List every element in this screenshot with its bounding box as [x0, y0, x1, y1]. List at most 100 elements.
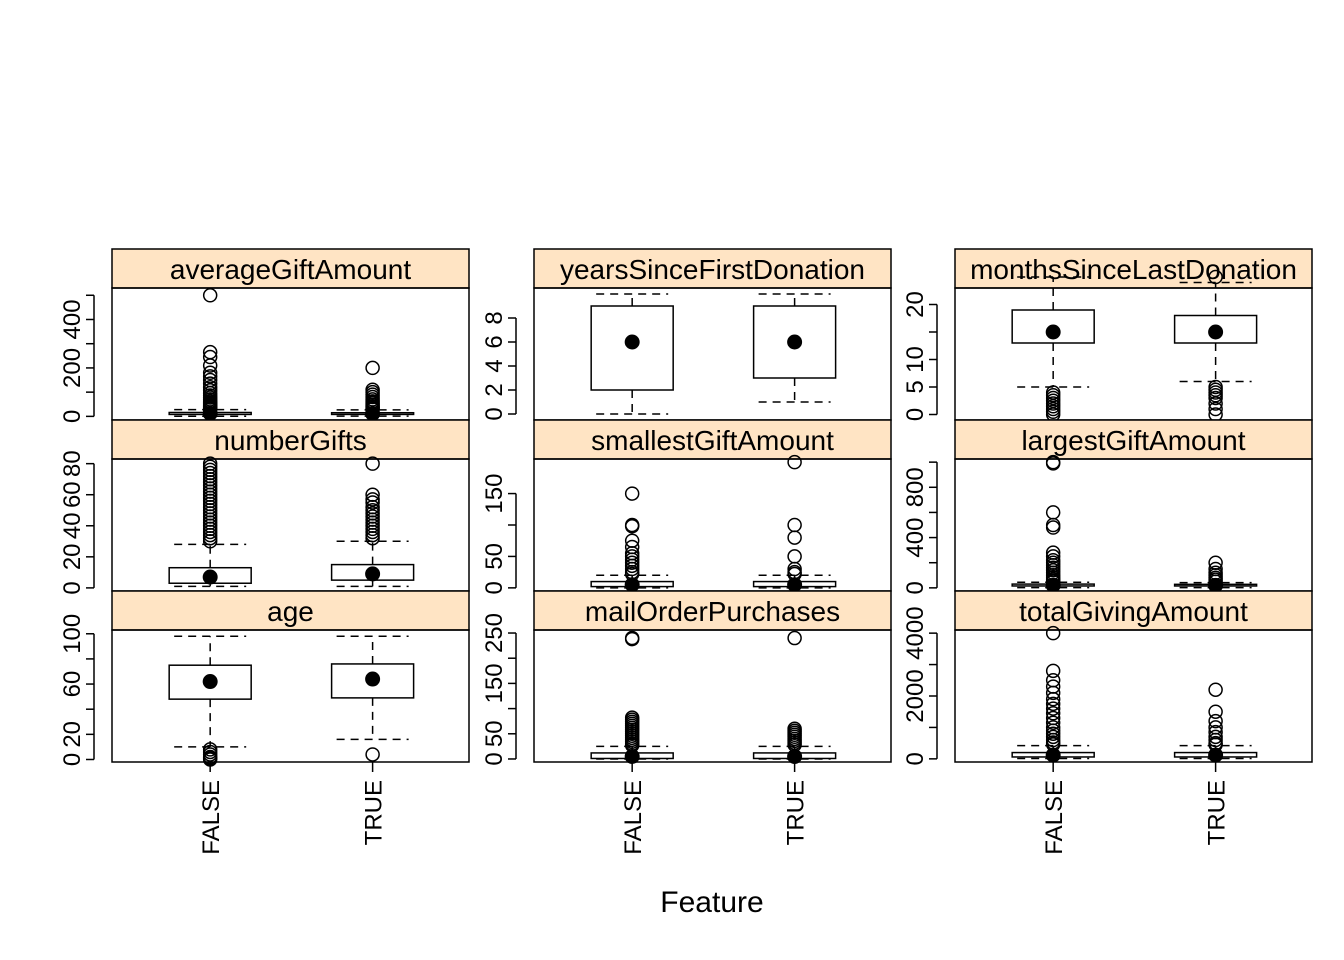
y-tick-label: 20	[59, 543, 86, 570]
y-tick-label: 4000	[902, 606, 929, 659]
strip-background	[111, 590, 470, 631]
median-dot	[1208, 324, 1224, 340]
median-dot	[624, 748, 640, 764]
outlier-point	[624, 738, 640, 753]
median-dot	[1208, 577, 1224, 593]
outlier-point	[1045, 691, 1061, 707]
median-dot	[1208, 747, 1224, 763]
outlier-point	[202, 358, 218, 373]
median-dot	[624, 334, 640, 350]
y-tick-label: 8	[481, 311, 508, 324]
panel-frame	[111, 287, 470, 421]
outlier-point	[787, 530, 802, 545]
outlier-point	[1208, 682, 1223, 697]
outlier-point	[1045, 696, 1061, 712]
y-tick-label: 200	[59, 348, 86, 388]
strip-title: averageGiftAmount	[170, 254, 411, 285]
outlier-point	[787, 549, 802, 564]
y-tick-label: 4	[481, 359, 508, 372]
median-dot	[787, 334, 803, 350]
box-FALSE	[590, 486, 674, 593]
panel-largestGiftAmount: largestGiftAmount 0 400 800	[902, 419, 1313, 595]
outlier-point	[787, 454, 802, 470]
outlier-point	[202, 401, 218, 417]
strip-background	[954, 419, 1313, 460]
outlier-point	[1045, 685, 1061, 701]
y-tick-label: 150	[481, 663, 508, 703]
box-FALSE	[1011, 625, 1095, 763]
panel-yearsSinceFirstDonation: yearsSinceFirstDonation 0 2 4 6 8	[481, 248, 892, 421]
outlier-point	[1045, 715, 1061, 730]
outlier-point	[1045, 706, 1061, 721]
outlier-point	[1045, 549, 1061, 564]
outlier-point	[1208, 574, 1223, 589]
strip-title: smallestGiftAmount	[591, 425, 834, 456]
median-dot	[365, 566, 381, 582]
y-tick-label: 60	[59, 481, 86, 508]
box-FALSE	[168, 288, 252, 421]
outlier-point	[1208, 704, 1223, 719]
outlier-point	[1045, 574, 1061, 589]
panel-frame	[533, 629, 892, 763]
outlier-point	[202, 534, 218, 549]
strip-title: mailOrderPurchases	[585, 596, 840, 627]
y-tick-label: 2000	[902, 669, 929, 722]
box-FALSE	[590, 293, 674, 415]
panel-frame	[111, 629, 470, 763]
median-dot	[1045, 324, 1061, 340]
x-axis-title: Feature	[660, 886, 763, 919]
outlier-point	[1045, 625, 1061, 641]
panel-frame	[954, 458, 1313, 592]
median-dot	[787, 748, 803, 764]
y-tick-label: 40	[59, 512, 86, 539]
panel-frame	[533, 287, 892, 421]
panel-numberGifts: numberGifts 0 20 40 60 80	[59, 419, 470, 595]
outlier-point	[365, 401, 380, 417]
median-dot	[202, 569, 218, 585]
panel-monthsSinceLastDonation: monthsSinceLastDonation 0 5 10 20	[902, 248, 1313, 422]
y-tick-label: 400	[902, 518, 929, 558]
box-TRUE	[330, 635, 415, 762]
panel-mailOrderPurchases: mailOrderPurchases 0 50 150 250	[481, 590, 892, 766]
median-dot	[202, 674, 218, 690]
outlier-point	[787, 630, 802, 646]
y-tick-label: 50	[481, 720, 508, 747]
outlier-point	[1045, 520, 1061, 535]
box-TRUE	[752, 454, 837, 593]
box-FALSE	[1011, 454, 1095, 593]
y-tick-label: 6	[481, 335, 508, 348]
strip-background	[533, 419, 892, 460]
outlier-point	[365, 456, 380, 471]
outlier-point	[202, 376, 218, 391]
panel-frame	[533, 458, 892, 592]
y-tick-label: 0	[481, 407, 508, 420]
strip-title: yearsSinceFirstDonation	[560, 254, 865, 285]
outlier-point	[202, 369, 218, 384]
box-FALSE	[168, 456, 252, 588]
panel-frame	[111, 458, 470, 592]
y-tick-label: 0	[902, 752, 929, 765]
y-tick-label: 2	[481, 383, 508, 396]
box-TRUE	[1173, 682, 1258, 763]
strip-title: largestGiftAmount	[1021, 425, 1245, 456]
strip-background	[954, 590, 1313, 631]
x-tick-label: TRUE	[361, 780, 388, 845]
box-TRUE	[330, 360, 415, 422]
median-dot	[787, 577, 803, 593]
outlier-point	[1208, 396, 1223, 411]
panel-frame	[954, 629, 1313, 763]
median-dot	[624, 577, 640, 593]
outlier-point	[365, 530, 380, 546]
outlier-point	[1208, 737, 1223, 752]
panels-group: averageGiftAmount0200400yearsSinceFirstD…	[59, 248, 1313, 767]
outlier-point	[1045, 505, 1061, 520]
strip-background	[533, 248, 892, 289]
y-tick-label: 10	[902, 346, 929, 373]
outlier-point	[787, 566, 802, 582]
y-tick-label: 0	[59, 410, 86, 423]
y-tick-label: 0	[902, 581, 929, 594]
y-tick-label: 0	[902, 408, 929, 421]
x-axis-group: FALSE TRUE FALSE TRUE FALSE TRUE	[198, 762, 1231, 855]
outlier-point	[1208, 390, 1223, 406]
